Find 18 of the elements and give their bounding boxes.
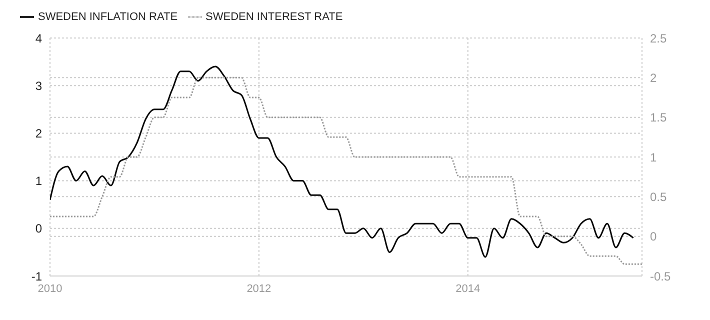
y2-tick-label: 0 bbox=[650, 230, 657, 244]
y2-tick-label: 1.5 bbox=[650, 110, 668, 125]
x-tick-label: 2014 bbox=[456, 282, 480, 295]
legend-label: SWEDEN INTEREST RATE bbox=[206, 10, 343, 23]
y-tick-label: 4 bbox=[35, 31, 42, 46]
legend-label: SWEDEN INFLATION RATE bbox=[38, 10, 178, 23]
y2-tick-label: 2 bbox=[650, 70, 657, 85]
x-tick-label: 2012 bbox=[246, 282, 272, 295]
y-tick-label: 1 bbox=[35, 174, 42, 188]
y-tick-label: -1 bbox=[31, 269, 42, 284]
y2-tick-label: 2.5 bbox=[650, 31, 668, 46]
y-tick-label: 0 bbox=[35, 222, 42, 236]
y-tick-label: 2 bbox=[35, 126, 42, 140]
y-tick-label: 3 bbox=[35, 78, 42, 93]
y2-tick-label: -0.5 bbox=[650, 269, 672, 284]
y2-tick-label: 0.5 bbox=[650, 190, 668, 204]
x-tick-label: 2010 bbox=[38, 282, 62, 295]
y2-tick-label: 1 bbox=[650, 150, 657, 164]
